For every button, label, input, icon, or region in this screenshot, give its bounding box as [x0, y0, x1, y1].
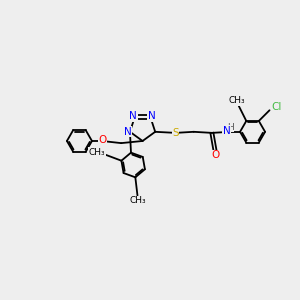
- Text: N: N: [223, 126, 231, 136]
- Text: O: O: [211, 150, 219, 160]
- Text: S: S: [172, 128, 179, 138]
- Text: N: N: [148, 111, 156, 121]
- Text: CH₃: CH₃: [129, 196, 146, 205]
- Text: CH₃: CH₃: [88, 148, 105, 157]
- Text: N: N: [124, 127, 131, 137]
- Text: CH₃: CH₃: [228, 96, 245, 105]
- Text: Cl: Cl: [272, 102, 282, 112]
- Text: O: O: [98, 135, 106, 146]
- Text: N: N: [129, 111, 137, 121]
- Text: H: H: [227, 123, 233, 132]
